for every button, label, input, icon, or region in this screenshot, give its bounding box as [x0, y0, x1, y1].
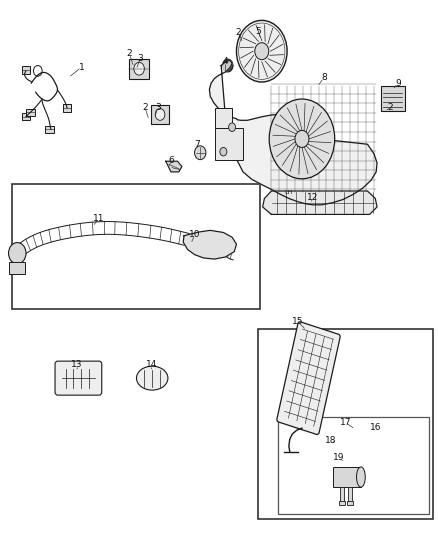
Text: 1: 1	[78, 63, 85, 71]
Text: 3: 3	[138, 54, 143, 62]
Bar	[26, 109, 35, 116]
Text: 17: 17	[340, 418, 351, 427]
FancyBboxPatch shape	[55, 361, 102, 395]
Circle shape	[134, 62, 145, 75]
Bar	[215, 108, 232, 128]
Text: 4: 4	[223, 58, 228, 66]
Text: 2: 2	[236, 28, 241, 37]
Circle shape	[229, 123, 236, 132]
Circle shape	[155, 109, 165, 120]
Ellipse shape	[357, 467, 365, 487]
Circle shape	[194, 146, 206, 160]
Circle shape	[295, 131, 309, 148]
Bar	[130, 59, 149, 79]
Text: 9: 9	[395, 78, 401, 87]
Text: 2: 2	[142, 102, 148, 111]
Circle shape	[9, 243, 26, 264]
Bar	[151, 105, 169, 124]
Text: 6: 6	[168, 156, 174, 165]
Circle shape	[220, 148, 227, 156]
Circle shape	[269, 99, 335, 179]
Circle shape	[237, 20, 287, 82]
Circle shape	[223, 59, 233, 72]
Text: 15: 15	[292, 317, 304, 326]
Text: 2: 2	[388, 102, 393, 111]
Polygon shape	[166, 161, 182, 172]
Text: 10: 10	[189, 230, 201, 239]
Text: 3: 3	[155, 102, 161, 111]
Bar	[340, 487, 344, 503]
FancyBboxPatch shape	[277, 322, 340, 434]
Text: 14: 14	[146, 360, 157, 369]
Circle shape	[255, 43, 269, 60]
Polygon shape	[209, 60, 377, 205]
Ellipse shape	[137, 366, 168, 390]
Bar	[278, 417, 428, 514]
Bar	[10, 262, 25, 274]
Text: 19: 19	[333, 454, 345, 463]
Text: 18: 18	[325, 437, 336, 446]
Bar	[258, 329, 433, 519]
Text: LH: LH	[285, 190, 293, 195]
Text: 16: 16	[370, 423, 381, 432]
Bar	[215, 128, 243, 160]
Text: 12: 12	[307, 193, 318, 202]
Polygon shape	[183, 230, 237, 259]
Text: 7: 7	[194, 140, 200, 149]
Bar	[21, 113, 30, 120]
Text: 8: 8	[321, 73, 327, 82]
Bar	[21, 66, 30, 74]
Bar	[12, 184, 261, 309]
Bar	[339, 502, 345, 505]
Text: 13: 13	[71, 360, 83, 369]
Polygon shape	[263, 191, 377, 214]
Bar	[332, 467, 361, 487]
Bar	[347, 502, 353, 505]
Text: 2: 2	[127, 50, 132, 58]
Text: 11: 11	[93, 214, 105, 223]
Bar	[348, 487, 352, 503]
Bar	[45, 126, 54, 133]
Bar	[63, 104, 71, 112]
Text: 5: 5	[255, 27, 261, 36]
Bar	[381, 86, 405, 111]
